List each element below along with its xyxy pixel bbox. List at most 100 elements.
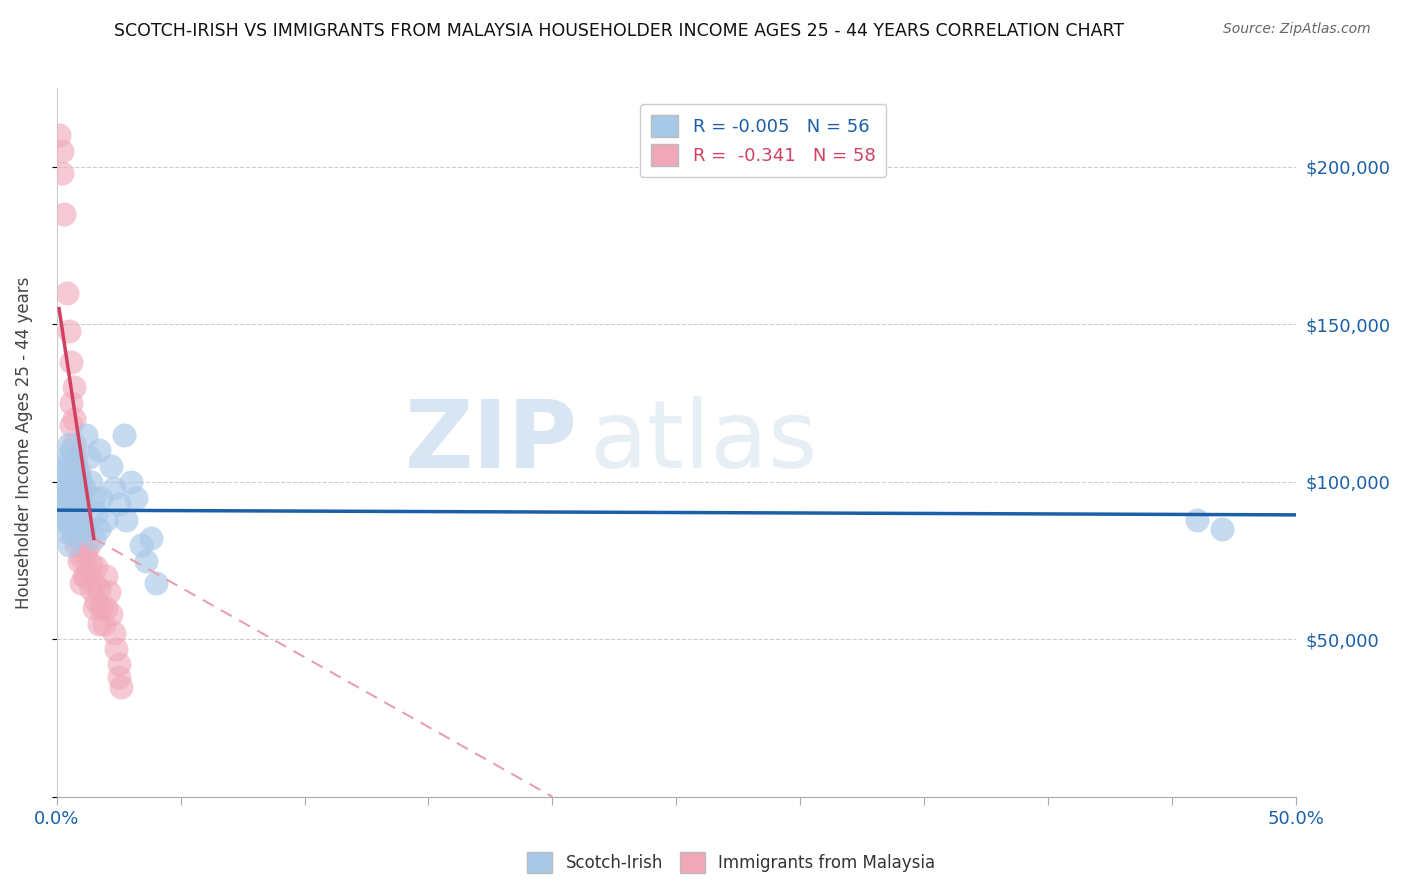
Point bbox=[60, 475, 83, 489]
Point bbox=[67, 468, 90, 483]
Point bbox=[145, 575, 167, 590]
Point bbox=[58, 468, 80, 483]
Point bbox=[53, 207, 76, 221]
Point bbox=[75, 544, 97, 558]
Point bbox=[51, 466, 73, 480]
Point bbox=[63, 380, 86, 394]
Point bbox=[63, 528, 86, 542]
Point bbox=[58, 491, 80, 505]
Point bbox=[65, 538, 87, 552]
Point bbox=[67, 493, 90, 508]
Point bbox=[63, 481, 86, 495]
Point bbox=[84, 559, 107, 574]
Point bbox=[103, 626, 125, 640]
Point bbox=[77, 450, 100, 464]
Point bbox=[73, 500, 96, 514]
Point bbox=[65, 487, 87, 501]
Point bbox=[70, 528, 93, 542]
Point bbox=[53, 458, 76, 473]
Point bbox=[77, 538, 100, 552]
Point bbox=[83, 491, 105, 505]
Point bbox=[70, 503, 93, 517]
Legend: R = -0.005   N = 56, R =  -0.341   N = 58: R = -0.005 N = 56, R = -0.341 N = 58 bbox=[640, 104, 886, 178]
Point bbox=[63, 452, 86, 467]
Point bbox=[73, 481, 96, 495]
Point bbox=[55, 525, 77, 540]
Point bbox=[70, 481, 93, 495]
Point bbox=[75, 569, 97, 583]
Point bbox=[84, 506, 107, 520]
Point bbox=[65, 513, 87, 527]
Point bbox=[60, 355, 83, 369]
Text: Source: ZipAtlas.com: Source: ZipAtlas.com bbox=[1223, 22, 1371, 37]
Point bbox=[107, 657, 129, 672]
Point bbox=[65, 458, 87, 473]
Point bbox=[96, 513, 118, 527]
Point bbox=[1211, 522, 1233, 536]
Point bbox=[73, 525, 96, 540]
Point bbox=[96, 600, 118, 615]
Point bbox=[97, 585, 120, 599]
Point bbox=[115, 513, 138, 527]
Point bbox=[63, 500, 86, 514]
Point bbox=[63, 437, 86, 451]
Point bbox=[1185, 513, 1208, 527]
Point bbox=[87, 616, 110, 631]
Point bbox=[65, 450, 87, 464]
Point bbox=[67, 553, 90, 567]
Point bbox=[51, 144, 73, 158]
Point bbox=[125, 491, 148, 505]
Point bbox=[103, 481, 125, 495]
Point bbox=[84, 594, 107, 608]
Point bbox=[83, 575, 105, 590]
Point bbox=[70, 550, 93, 565]
Point bbox=[67, 532, 90, 546]
Point bbox=[73, 522, 96, 536]
Point bbox=[73, 547, 96, 561]
Point bbox=[83, 532, 105, 546]
Point bbox=[67, 513, 90, 527]
Text: atlas: atlas bbox=[589, 396, 818, 489]
Point bbox=[48, 484, 70, 499]
Point bbox=[53, 513, 76, 527]
Point bbox=[87, 582, 110, 596]
Point bbox=[80, 582, 103, 596]
Point bbox=[48, 128, 70, 143]
Point bbox=[65, 519, 87, 533]
Point bbox=[77, 563, 100, 577]
Point bbox=[105, 641, 128, 656]
Y-axis label: Householder Income Ages 25 - 44 years: Householder Income Ages 25 - 44 years bbox=[15, 277, 32, 608]
Point bbox=[139, 532, 162, 546]
Point bbox=[65, 475, 87, 489]
Point bbox=[83, 600, 105, 615]
Point bbox=[100, 607, 122, 621]
Point bbox=[60, 522, 83, 536]
Point bbox=[63, 481, 86, 495]
Point bbox=[90, 491, 112, 505]
Point bbox=[70, 475, 93, 489]
Point bbox=[90, 600, 112, 615]
Point bbox=[60, 443, 83, 458]
Text: ZIP: ZIP bbox=[405, 396, 578, 489]
Point bbox=[67, 466, 90, 480]
Point bbox=[129, 538, 152, 552]
Point bbox=[75, 519, 97, 533]
Point bbox=[67, 487, 90, 501]
Point bbox=[55, 450, 77, 464]
Point bbox=[51, 503, 73, 517]
Point bbox=[63, 506, 86, 520]
Point bbox=[80, 475, 103, 489]
Point bbox=[58, 437, 80, 451]
Point bbox=[55, 506, 77, 520]
Point bbox=[107, 497, 129, 511]
Point bbox=[120, 475, 142, 489]
Point bbox=[60, 497, 83, 511]
Point bbox=[60, 418, 83, 433]
Point bbox=[96, 569, 118, 583]
Point bbox=[107, 670, 129, 684]
Point bbox=[80, 557, 103, 571]
Point bbox=[60, 396, 83, 410]
Point bbox=[112, 427, 135, 442]
Point bbox=[65, 497, 87, 511]
Point bbox=[93, 616, 115, 631]
